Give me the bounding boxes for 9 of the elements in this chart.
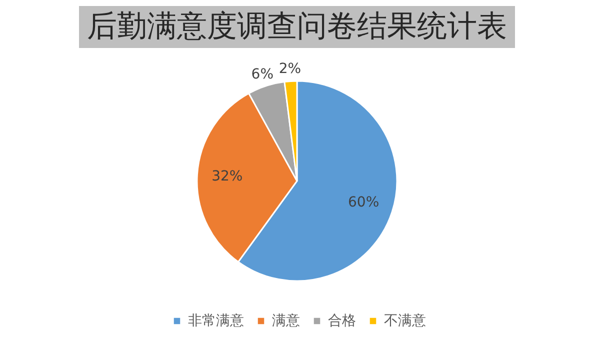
- data-label: 32%: [212, 168, 243, 185]
- data-label: 60%: [348, 194, 380, 211]
- legend-label: 不满意: [384, 313, 426, 329]
- legend-label: 满意: [272, 313, 300, 329]
- legend-label: 合格: [328, 313, 356, 329]
- legend-label: 非常满意: [188, 313, 244, 329]
- data-label: 6%: [251, 66, 274, 82]
- data-label: 2%: [278, 61, 302, 78]
- chart-title: 后勤满意度调查问卷结果统计表: [79, 6, 515, 48]
